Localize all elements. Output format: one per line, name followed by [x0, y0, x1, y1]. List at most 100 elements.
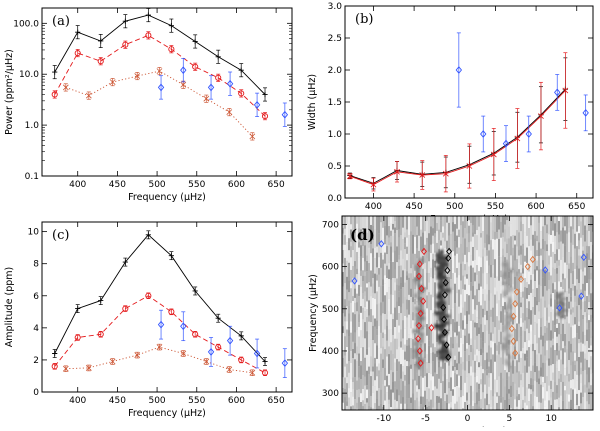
- heatmap-cell: [532, 351, 534, 366]
- heatmap-cell: [380, 332, 382, 349]
- heatmap-cell: [526, 340, 528, 351]
- heatmap-cell: [442, 376, 444, 382]
- heatmap-cell: [468, 344, 470, 356]
- heatmap-cell: [530, 389, 532, 395]
- heatmap-cell: [512, 317, 514, 325]
- ridge-segment: [559, 301, 565, 304]
- heatmap-cell: [584, 229, 586, 242]
- heatmap-cell: [430, 310, 432, 324]
- heatmap-cell: [394, 278, 396, 283]
- heatmap-cell: [362, 307, 364, 320]
- heatmap-cell: [468, 252, 470, 267]
- heatmap-cell: [372, 315, 374, 326]
- heatmap-cell: [548, 365, 550, 386]
- heatmap-cell: [354, 233, 356, 243]
- heatmap-cell: [586, 245, 588, 254]
- markers-blue: [351, 240, 587, 312]
- heatmap-cell: [448, 403, 450, 410]
- heatmap-cell: [374, 403, 376, 410]
- heatmap-cell: [376, 252, 378, 268]
- ridge-segment: [562, 308, 566, 311]
- heatmap-cell: [398, 237, 400, 256]
- ridge-segment: [503, 336, 510, 341]
- heatmap-cell: [352, 377, 354, 382]
- heatmap-cell: [546, 251, 548, 271]
- heatmap-cell: [406, 253, 408, 261]
- heatmap-cell: [382, 216, 384, 228]
- heatmap-cell: [500, 257, 502, 271]
- series-blue: [157, 309, 289, 378]
- heatmap-cell: [376, 345, 378, 359]
- heatmap-cell: [534, 216, 536, 232]
- heatmap-cell: [410, 268, 412, 274]
- heatmap-cell: [458, 306, 460, 314]
- heatmap-cell: [566, 393, 568, 410]
- heatmap-cell: [418, 375, 420, 390]
- series-line: [65, 70, 253, 137]
- heatmap-cell: [432, 343, 434, 353]
- heatmap-cell: [476, 250, 478, 266]
- heatmap-cell: [582, 216, 584, 236]
- heatmap-cell: [396, 407, 398, 410]
- heatmap-cell: [360, 270, 362, 276]
- heatmap-cell: [534, 238, 536, 257]
- heatmap-cell: [352, 327, 354, 342]
- heatmap-cell: [550, 340, 552, 348]
- heatmap-cell: [442, 216, 444, 227]
- heatmap-cell: [590, 264, 592, 273]
- heatmap-cell: [486, 369, 488, 376]
- heatmap-cell: [462, 307, 464, 321]
- ridge-segment: [437, 281, 448, 287]
- heatmap-cell: [370, 371, 372, 377]
- heatmap-cell: [504, 370, 506, 387]
- heatmap-cell: [494, 309, 496, 328]
- heatmap-cell: [362, 347, 364, 359]
- heatmap-cell: [510, 236, 512, 256]
- heatmap-cell: [584, 353, 586, 359]
- heatmap-cell: [412, 320, 414, 329]
- plot-frame: [344, 5, 594, 199]
- heatmap-cell: [514, 359, 516, 367]
- heatmap-cell: [550, 365, 552, 381]
- heatmap-cell: [490, 316, 492, 333]
- ridge-segment: [436, 304, 445, 309]
- heatmap-cell: [504, 365, 506, 371]
- heatmap-cell: [578, 297, 580, 306]
- heatmap-cell: [420, 216, 422, 230]
- heatmap-cell: [536, 288, 538, 301]
- heatmap-cell: [480, 286, 482, 306]
- heatmap-cell: [366, 402, 368, 410]
- heatmap-cell: [406, 237, 408, 247]
- heatmap-cell: [372, 277, 374, 284]
- heatmap-cell: [376, 376, 378, 391]
- heatmap-cell: [356, 402, 358, 409]
- heatmap-cell: [406, 271, 408, 276]
- heatmap-cell: [470, 290, 472, 310]
- series-black: [347, 57, 568, 190]
- heatmap-cell: [500, 277, 502, 286]
- heatmap-cell: [372, 225, 374, 234]
- ridge-segment: [506, 284, 511, 289]
- heatmap-cell: [400, 265, 402, 278]
- heatmap-cell: [572, 351, 574, 362]
- heatmap-cell: [416, 248, 418, 259]
- data-point: [421, 247, 427, 256]
- heatmap-cell: [518, 255, 520, 263]
- heatmap-cell: [558, 281, 560, 298]
- heatmap-cell: [468, 392, 470, 405]
- heatmap-cell: [574, 301, 576, 318]
- heatmap-cell: [432, 407, 434, 410]
- data-point: [145, 12, 151, 18]
- heatmap-cell: [346, 333, 348, 348]
- heatmap-cell: [512, 360, 514, 374]
- x-tick-label: 550: [188, 396, 205, 406]
- heatmap-cell: [386, 292, 388, 298]
- ridge-segment: [504, 308, 509, 314]
- heatmap-cell: [492, 238, 494, 250]
- heatmap-cell: [380, 285, 382, 303]
- heatmap-cell: [380, 216, 382, 223]
- heatmap-cell: [514, 276, 516, 290]
- heatmap-cell: [424, 312, 426, 328]
- heatmap-cell: [356, 330, 358, 347]
